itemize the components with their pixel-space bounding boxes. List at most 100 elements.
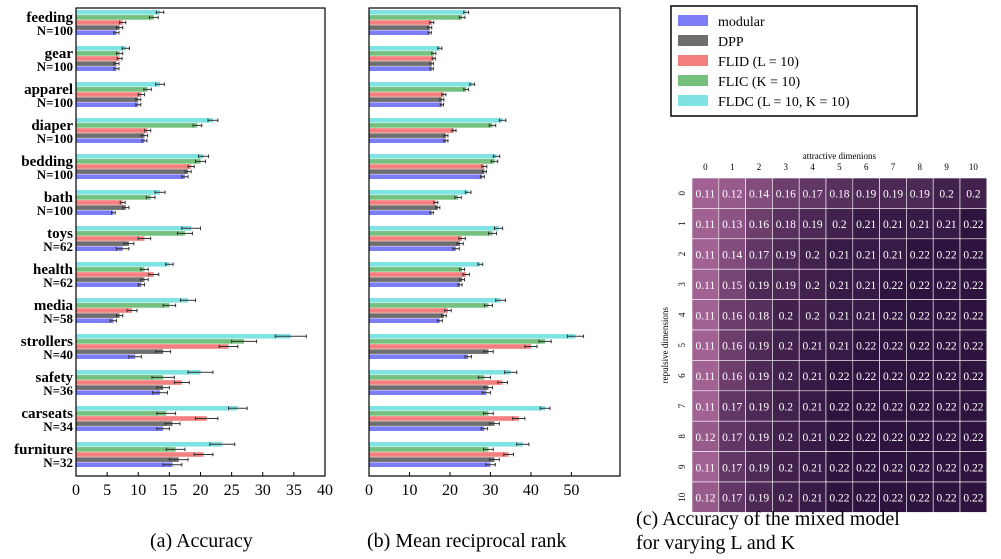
bar [369,10,467,15]
bar [369,411,489,416]
bar [76,272,154,277]
heatmap-cell [906,329,934,361]
heatmap-x-tick-label: 2 [757,162,762,172]
bar [369,226,499,231]
heatmap-cell [798,481,827,513]
bar [369,154,497,159]
heatmap-cell-label: 0.22 [937,371,957,383]
heatmap-cell-label: 0.21 [803,371,823,383]
legend-swatch [678,35,708,46]
heatmap-y-tick-label: 10 [677,492,687,502]
legend-frame [670,5,918,117]
heatmap-cell [852,177,880,209]
legend-swatch [678,95,708,106]
category-size-label: N=100 [37,23,73,38]
heatmap-y-tick-label: 6 [677,373,687,378]
bar [369,61,432,66]
bar [369,246,457,251]
heatmap-y-tick-label: 5 [677,342,687,347]
heatmap-cell [879,208,907,240]
heatmap-cell [852,420,880,452]
heatmap-y-tick-label: 7 [677,403,687,408]
heatmap-cell-label: 0.22 [883,280,903,292]
heatmap-y-axis-label: repulsive dimensions [660,307,670,384]
heatmap-cell-label: 0.21 [883,250,903,262]
heatmap-cell-label: 0.21 [937,219,957,231]
heatmap-cell-label: 0.21 [856,219,876,231]
heatmap-cell-label: 0.11 [696,402,716,414]
heatmap-cell-label: 0.22 [910,432,930,444]
x-tick-label: 30 [255,482,271,499]
heatmap-cell [825,360,854,392]
heatmap-cell-label: 0.22 [937,462,957,474]
x-tick-label: 40 [317,482,333,499]
heatmap-cell [798,329,827,361]
bar [76,246,123,251]
bar [76,210,114,215]
heatmap-cell-label: 0.19 [803,219,823,231]
heatmap-cell-label: 0.22 [883,341,903,353]
heatmap-cell-label: 0.22 [829,432,849,444]
heatmap-cell-label: 0.17 [722,462,742,474]
heatmap-cell [745,177,773,209]
heatmap-x-tick-label: 0 [703,162,708,172]
bar [369,87,467,92]
bar [369,236,463,241]
heatmap-cell-label: 0.11 [696,462,716,474]
heatmap-cell [772,451,800,483]
x-tick-label: 0 [72,482,80,499]
heatmap-cell [798,360,827,392]
heatmap-x-tick-label: 4 [810,162,815,172]
bar [76,416,207,421]
bar [76,56,120,61]
legend-label: FLDC (L = 10, K = 10) [718,95,850,110]
heatmap-cell [691,390,720,422]
heatmap-cell [959,299,988,331]
bar [76,385,164,390]
heatmap-cell-label: 0.21 [856,280,876,292]
heatmap-cell-label: 0.13 [722,219,742,231]
heatmap-cell-label: 0.22 [856,432,876,444]
heatmap-cell-label: 0.2 [779,402,794,414]
bar [76,97,139,102]
category-size-label: N=100 [37,95,73,110]
category-size-label: N=34 [43,419,73,434]
category-label: bedding [21,154,73,170]
heatmap-cell-label: 0.22 [856,371,876,383]
heatmap-cell-label: 0.22 [910,341,930,353]
heatmap-cell-label: 0.18 [749,310,769,322]
heatmap-cell-label: 0.22 [963,219,983,231]
heatmap-cell-label: 0.2 [832,219,847,231]
heatmap-cell-label: 0.2 [939,189,954,201]
heatmap-cell-label: 0.19 [910,189,930,201]
bar [369,457,495,462]
heatmap-cell-label: 0.17 [722,432,742,444]
heatmap-cell-label: 0.19 [749,462,769,474]
heatmap-cell-label: 0.21 [856,310,876,322]
heatmap-cell [825,208,854,240]
bar [76,457,179,462]
legend-swatch [678,75,708,86]
heatmap-cell-label: 0.2 [966,189,981,201]
x-tick-label: 20 [442,482,458,499]
bar [369,390,487,395]
bar [76,318,114,323]
heatmap-cell-label: 0.22 [963,280,983,292]
legend-label: FLIC (K = 10) [718,75,801,90]
heatmap-cell-label: 0.19 [749,402,769,414]
category-label: media [34,298,74,314]
heatmap-cell-label: 0.22 [856,402,876,414]
heatmap-cell-label: 0.17 [803,189,823,201]
category-size-label: N=40 [43,347,73,362]
heatmap-cell-label: 0.2 [779,462,794,474]
heatmap-cell-label: 0.18 [776,219,796,231]
bar [369,262,481,267]
x-tick-label: 30 [482,482,498,499]
x-tick-label: 5 [103,482,111,499]
category-size-label: N=100 [37,59,73,74]
heatmap-cell-label: 0.12 [695,493,715,505]
heatmap-cell-label: 0.11 [696,341,716,353]
bar [76,354,136,359]
heatmap-cell-label: 0.11 [696,189,716,201]
bar [76,231,185,236]
